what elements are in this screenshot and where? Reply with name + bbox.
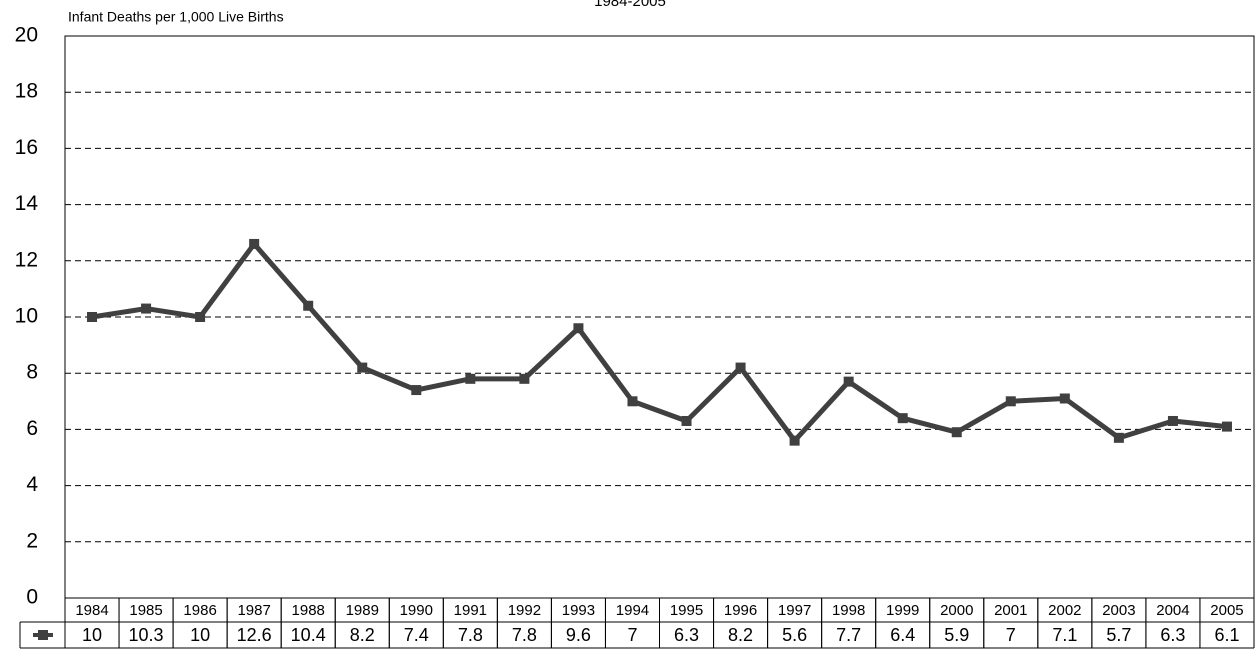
y-tick-label: 20 <box>15 24 38 47</box>
point <box>897 413 908 424</box>
data-label: 10 <box>190 625 210 645</box>
data-label: 6.4 <box>890 625 915 645</box>
data-label: 6.3 <box>674 625 699 645</box>
point <box>1167 415 1178 426</box>
point <box>357 362 368 373</box>
y-axis-label: Infant Deaths per 1,000 Live Births <box>68 9 284 25</box>
point <box>303 300 314 311</box>
data-label: 6.1 <box>1214 625 1239 645</box>
y-tick-label: 16 <box>15 136 38 159</box>
x-tick-label: 1994 <box>616 602 649 619</box>
point <box>1005 396 1016 407</box>
point <box>141 303 152 314</box>
y-tick-label: 6 <box>26 417 38 440</box>
point <box>465 373 476 384</box>
y-tick-label: 0 <box>26 586 38 609</box>
data-label: 7 <box>1006 625 1016 645</box>
x-tick-label: 1990 <box>400 602 433 619</box>
x-tick-label: 2000 <box>940 602 973 619</box>
x-tick-label: 2001 <box>994 602 1027 619</box>
point <box>951 427 962 438</box>
point <box>627 396 638 407</box>
x-tick-label: 1999 <box>886 602 919 619</box>
x-tick-label: 1993 <box>562 602 595 619</box>
data-label: 8.2 <box>728 625 753 645</box>
y-tick-label: 8 <box>26 361 38 384</box>
data-label: 6.3 <box>1160 625 1185 645</box>
x-tick-label: 2003 <box>1102 602 1135 619</box>
data-label: 5.7 <box>1106 625 1131 645</box>
x-tick-label: 1987 <box>237 602 270 619</box>
x-tick-label: 1988 <box>292 602 325 619</box>
x-tick-label: 2005 <box>1210 602 1243 619</box>
y-tick-label: 14 <box>15 192 39 215</box>
point <box>519 373 530 384</box>
point <box>249 238 260 249</box>
x-tick-label: 1998 <box>832 602 865 619</box>
chart-title: 1984-2005 <box>594 0 666 10</box>
data-label: 5.9 <box>944 625 969 645</box>
point <box>573 323 584 334</box>
x-tick-label: 1986 <box>183 602 216 619</box>
point <box>1113 432 1124 443</box>
data-label: 10.4 <box>291 625 326 645</box>
point <box>681 415 692 426</box>
data-label: 9.6 <box>566 625 591 645</box>
point <box>411 385 422 396</box>
point <box>1221 421 1232 432</box>
x-tick-label: 1984 <box>75 602 108 619</box>
data-label: 7.7 <box>836 625 861 645</box>
y-tick-label: 4 <box>26 473 38 496</box>
data-label: 7.8 <box>512 625 537 645</box>
x-tick-label: 1985 <box>129 602 162 619</box>
data-label: 10 <box>82 625 102 645</box>
data-label: 5.6 <box>782 625 807 645</box>
data-label: 7.1 <box>1052 625 1077 645</box>
line <box>91 241 1228 444</box>
x-tick-label: 1997 <box>778 602 811 619</box>
x-tick-label: 1989 <box>346 602 379 619</box>
x-tick-label: 1991 <box>454 602 487 619</box>
point <box>195 312 206 322</box>
x-tick-label: 1996 <box>724 602 757 619</box>
point <box>843 376 854 387</box>
legend-key-marker <box>38 630 48 640</box>
data-label: 7.4 <box>404 625 429 645</box>
data-label: 8.2 <box>350 625 375 645</box>
y-tick-label: 2 <box>26 529 38 552</box>
x-tick-label: 1992 <box>508 602 541 619</box>
y-tick-label: 18 <box>15 80 38 103</box>
x-tick-label: 1995 <box>670 602 703 619</box>
point <box>1059 393 1070 404</box>
y-tick-label: 10 <box>15 305 38 328</box>
data-label: 12.6 <box>237 625 272 645</box>
point <box>789 435 800 446</box>
x-tick-label: 2002 <box>1048 602 1081 619</box>
data-label: 7 <box>627 625 637 645</box>
x-tick-label: 2004 <box>1156 602 1189 619</box>
point <box>87 312 98 322</box>
data-label: 7.8 <box>458 625 483 645</box>
point <box>735 362 746 373</box>
data-label: 10.3 <box>129 625 164 645</box>
y-tick-label: 12 <box>15 248 38 271</box>
